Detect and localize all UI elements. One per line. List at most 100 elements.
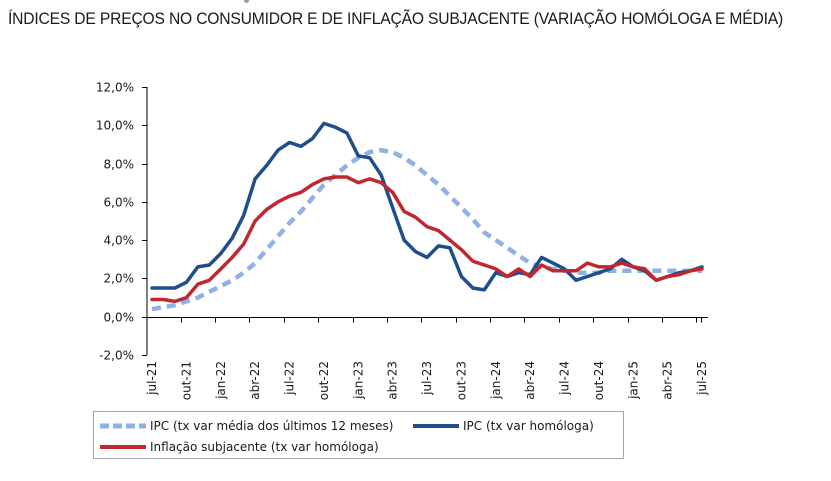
data-point xyxy=(689,270,691,272)
data-point xyxy=(380,174,382,176)
data-point xyxy=(621,262,623,264)
data-point xyxy=(277,149,279,151)
data-point xyxy=(243,243,245,245)
x-tick-label: jan-24 xyxy=(489,361,503,400)
data-point xyxy=(552,270,554,272)
x-tick-label: abr-22 xyxy=(248,361,262,400)
legend-label-ipc-media-12m: IPC (tx var média dos últimos 12 meses) xyxy=(150,419,394,433)
data-point xyxy=(208,291,210,293)
data-point xyxy=(346,132,348,134)
data-point xyxy=(483,289,485,291)
data-point xyxy=(174,300,176,302)
data-point xyxy=(495,268,497,270)
x-tick-label: abr-25 xyxy=(661,361,675,400)
chart-title: ÍNDICES DE PREÇOS NO CONSUMIDOR E DE INF… xyxy=(8,9,784,28)
data-point xyxy=(220,268,222,270)
data-point xyxy=(151,287,153,289)
series-line-ipc-media-12m xyxy=(151,147,702,312)
data-point xyxy=(151,308,153,310)
data-point xyxy=(701,268,703,270)
data-point xyxy=(391,151,393,153)
data-point xyxy=(552,262,554,264)
data-point xyxy=(495,239,497,241)
data-point xyxy=(598,272,600,274)
data-point xyxy=(243,214,245,216)
data-point xyxy=(334,176,336,178)
data-point xyxy=(518,254,520,256)
legend: IPC (tx var média dos últimos 12 meses) … xyxy=(93,411,624,459)
data-point xyxy=(449,195,451,197)
data-point xyxy=(472,218,474,220)
data-point xyxy=(449,247,451,249)
data-point xyxy=(277,235,279,237)
data-point xyxy=(288,195,290,197)
data-point xyxy=(174,304,176,306)
data-point xyxy=(666,270,668,272)
data-point xyxy=(265,249,267,251)
data-point xyxy=(403,157,405,159)
legend-label-ipc-homologa: IPC (tx var homóloga) xyxy=(463,419,594,433)
data-point xyxy=(369,151,371,153)
data-point xyxy=(220,285,222,287)
data-point xyxy=(540,256,542,258)
series-layer xyxy=(150,121,704,312)
data-point xyxy=(243,272,245,274)
data-point xyxy=(369,157,371,159)
x-tick-label: jan-22 xyxy=(214,361,228,400)
data-point xyxy=(357,155,359,157)
x-tick-label: jan-23 xyxy=(351,361,365,400)
data-point xyxy=(254,220,256,222)
data-point xyxy=(220,252,222,254)
data-point xyxy=(323,178,325,180)
data-point xyxy=(621,270,623,272)
data-point xyxy=(472,260,474,262)
data-point xyxy=(563,270,565,272)
legend-swatch-solid-red xyxy=(100,445,146,449)
data-point xyxy=(598,266,600,268)
data-point xyxy=(586,275,588,277)
x-tick-label: out-21 xyxy=(179,361,193,400)
data-point xyxy=(529,262,531,264)
data-point xyxy=(426,226,428,228)
data-point xyxy=(174,287,176,289)
x-tick-label: jul-21 xyxy=(145,361,159,396)
data-point xyxy=(265,164,267,166)
data-point xyxy=(380,149,382,151)
data-point xyxy=(414,164,416,166)
data-point xyxy=(334,126,336,128)
data-point xyxy=(380,182,382,184)
data-point xyxy=(254,262,256,264)
data-point xyxy=(403,210,405,212)
data-point xyxy=(575,270,577,272)
data-point xyxy=(621,258,623,260)
data-point xyxy=(300,210,302,212)
data-point xyxy=(644,268,646,270)
y-tick-label: 8,0% xyxy=(104,158,135,172)
x-axis: jul-21 out-21 jan-22 abr-22 jul-22 out-22 jan-… xyxy=(145,317,709,400)
x-tick-label: jul-25 xyxy=(695,361,709,396)
data-point xyxy=(208,279,210,281)
data-point xyxy=(426,256,428,258)
legend-swatch-dashed xyxy=(100,423,146,429)
data-point xyxy=(586,262,588,264)
top-edge-mark xyxy=(244,0,249,3)
data-point xyxy=(265,208,267,210)
data-point xyxy=(185,281,187,283)
data-point xyxy=(518,272,520,274)
legend-swatch-solid-blue xyxy=(413,424,459,428)
data-point xyxy=(185,300,187,302)
data-point xyxy=(231,237,233,239)
x-tick-label: jul-22 xyxy=(283,361,297,396)
y-tick-label: 6,0% xyxy=(104,196,135,210)
data-point xyxy=(540,264,542,266)
data-point xyxy=(506,247,508,249)
data-point xyxy=(655,279,657,281)
data-point xyxy=(655,270,657,272)
legend-item-ipc-media-12m: IPC (tx var média dos últimos 12 meses) xyxy=(98,416,394,436)
data-point xyxy=(162,298,164,300)
y-tick-label: 2,0% xyxy=(104,272,135,286)
legend-label-inflacao-subjacente: Inflação subjacente (tx var homóloga) xyxy=(150,440,379,454)
data-point xyxy=(391,206,393,208)
x-tick-label: jul-24 xyxy=(558,361,572,396)
